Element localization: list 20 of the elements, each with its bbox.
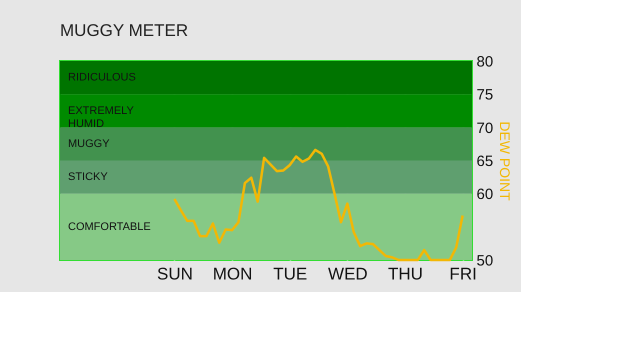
x-tick-label: MON [212, 264, 252, 284]
chart-title: MUGGY METER [60, 21, 188, 40]
x-tick-label: WED [328, 264, 368, 284]
y-tick-label: 65 [476, 153, 494, 170]
band-label: MUGGY [68, 138, 110, 150]
line-series [173, 148, 464, 262]
y-axis-title: DEW POINT [497, 121, 514, 202]
y-tick-label: 50 [476, 252, 494, 270]
band-label: RIDICULOUS [68, 72, 136, 84]
y-tick-label: 75 [476, 86, 494, 104]
x-tick-label: TUE [273, 264, 308, 284]
band-label: COMFORTABLE [68, 220, 151, 233]
y-tick-label: 60 [476, 186, 494, 204]
band-label: STICKY [68, 171, 108, 184]
x-tick-label: FRI [449, 264, 477, 284]
y-tick-label: 80 [476, 54, 494, 70]
y-tick-label: 70 [476, 120, 494, 137]
band-label: EXTREMELY HUMID [68, 104, 134, 130]
x-tick-label: SUN [156, 264, 193, 284]
x-tick-label: THU [388, 264, 423, 284]
